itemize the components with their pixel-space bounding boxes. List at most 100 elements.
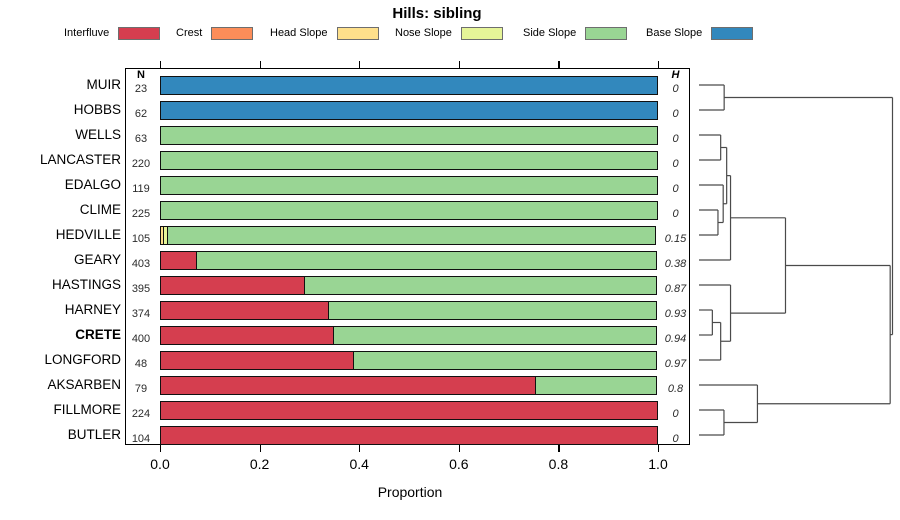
stacked-bar-fillmore [160,400,658,420]
x-tick-label: 0.0 [150,456,170,472]
x-tick-label: 0.4 [349,456,369,472]
n-column-header: N [137,69,145,81]
bottom-tick [359,445,361,452]
n-value: 374 [131,308,151,320]
n-value: 220 [131,158,151,170]
n-value: 224 [131,408,151,420]
bar-segment-side-slope [333,325,657,345]
h-value: 0 [672,433,679,445]
bar-segment-side-slope [328,300,657,320]
legend-label: Base Slope [646,27,703,39]
bar-segment-base-slope [160,75,658,95]
legend-swatch [711,26,754,40]
bottom-tick [658,445,660,452]
stacked-bar-butler [160,425,658,445]
row-label-hobbs: HOBBS [73,102,121,117]
h-value: 0.15 [664,233,687,245]
stacked-bar-hedville [160,225,656,245]
row-label-hastings: HASTINGS [51,277,121,292]
top-tick [658,61,660,68]
legend-item-interfluve: Interfluve [64,25,161,41]
n-value: 105 [131,233,151,245]
h-column-header: H [671,69,680,81]
legend-swatch [585,26,628,40]
top-tick [458,61,460,68]
legend-item-nose-slope: Nose Slope [395,25,503,41]
legend-item-base-slope: Base Slope [646,25,754,41]
row-label-crete: CRETE [75,327,121,342]
row-label-fillmore: FILLMORE [53,402,121,417]
chart-title: Hills: sibling [392,5,482,22]
legend-swatch [460,26,503,40]
n-value: 400 [131,333,151,345]
x-tick-label: 0.6 [449,456,469,472]
top-tick [259,61,261,68]
legend-item-head-slope: Head Slope [270,25,379,41]
top-tick [160,61,162,68]
n-value: 48 [134,358,148,370]
n-value: 225 [131,208,151,220]
h-value: 0 [672,158,679,170]
row-label-muir: MUIR [86,77,122,92]
row-label-harney: HARNEY [64,302,121,317]
legend-label: Nose Slope [395,27,452,39]
bar-segment-interfluve [160,425,658,445]
row-label-longford: LONGFORD [44,352,121,367]
n-value: 63 [134,133,148,145]
bar-segment-interfluve [160,300,330,320]
bar-segment-side-slope [160,200,658,220]
h-value: 0.87 [664,283,687,295]
h-value: 0.97 [664,358,687,370]
bar-segment-interfluve [160,325,335,345]
stacked-bar-aksarben [160,375,657,395]
bar-segment-interfluve [160,275,306,295]
legend-swatch [336,26,379,40]
bar-segment-side-slope [160,125,658,145]
n-value: 403 [131,258,151,270]
bar-segment-side-slope [353,350,657,370]
bar-segment-side-slope [160,150,658,170]
bar-segment-side-slope [304,275,657,295]
h-value: 0 [672,408,679,420]
legend-swatch [211,26,254,40]
n-value: 23 [134,83,148,95]
bottom-tick [558,445,560,452]
h-value: 0.38 [664,258,687,270]
x-tick-label: 1.0 [648,456,668,472]
h-value: 0.93 [664,308,687,320]
h-value: 0.8 [667,383,684,395]
bar-segment-side-slope [534,375,657,395]
bar-segment-interfluve [160,375,536,395]
bottom-tick [458,445,460,452]
h-value: 0 [672,83,679,95]
n-value: 62 [134,108,148,120]
n-value: 79 [134,383,148,395]
top-tick [558,61,560,68]
stacked-bar-hobbs [160,100,658,120]
h-value: 0 [672,183,679,195]
stacked-bar-harney [160,300,657,320]
stacked-bar-clime [160,200,658,220]
legend-label: Interfluve [64,27,110,39]
row-label-edalgo: EDALGO [64,177,121,192]
bar-segment-side-slope [160,175,658,195]
row-label-butler: BUTLER [67,427,121,442]
x-tick-label: 0.2 [249,456,270,472]
legend-label: Crest [176,27,203,39]
legend-swatch [118,26,161,40]
legend-item-crest: Crest [176,25,254,41]
bar-segment-interfluve [160,400,658,420]
h-value: 0 [672,133,679,145]
stacked-bar-edalgo [160,175,658,195]
bottom-tick [259,445,261,452]
top-tick [359,61,361,68]
n-value: 395 [131,283,151,295]
bar-segment-side-slope [195,250,657,270]
stacked-bar-muir [160,75,658,95]
row-label-aksarben: AKSARBEN [47,377,121,392]
n-value: 119 [132,183,150,195]
row-label-clime: CLIME [79,202,121,217]
h-value: 0.94 [664,333,687,345]
h-value: 0 [672,208,679,220]
